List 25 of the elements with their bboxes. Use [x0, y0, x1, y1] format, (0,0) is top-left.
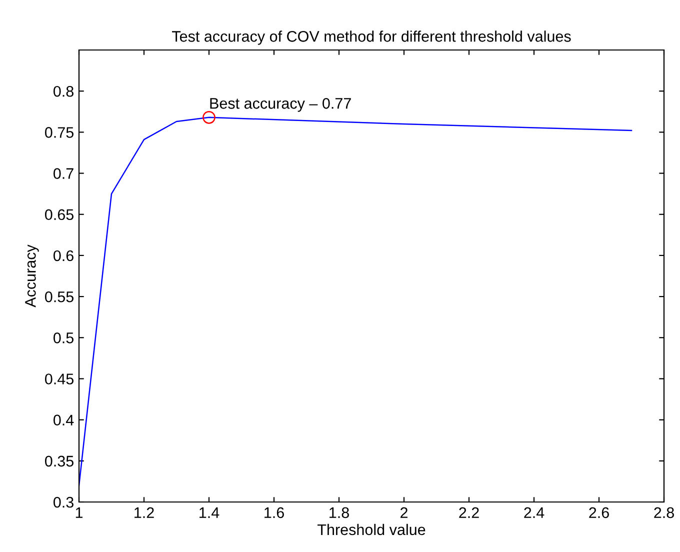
y-tick-label: 0.8 — [54, 86, 74, 97]
y-tick-label: 0.5 — [54, 332, 74, 344]
chart-title: Test accuracy of COV method for different threshold values — [172, 30, 571, 45]
x-tick-label: 1.8 — [330, 507, 349, 518]
y-tick-label: 0.45 — [45, 374, 74, 384]
annotation: Best accuracy – 0.77 — [210, 98, 351, 112]
x-tick-label: 1 — [76, 507, 83, 518]
y-tick-label: 0.65 — [45, 209, 74, 220]
x-tick-label: 2.6 — [589, 507, 609, 518]
y-tick-label: 0.35 — [45, 456, 74, 467]
x-tick-label: 2.4 — [524, 507, 544, 518]
x-tick-label: 1.2 — [134, 507, 154, 518]
y-axis-title: Accuracy — [25, 244, 39, 308]
x-tick-label: 2.8 — [654, 507, 674, 518]
x-tick-label: 1.4 — [200, 507, 220, 518]
y-tick-label: 0.7 — [54, 168, 74, 179]
x-tick-label: 2.2 — [459, 507, 479, 518]
y-tick-label: 0.3 — [54, 496, 74, 508]
y-tick-label: 0.6 — [54, 250, 74, 262]
x-tick-label: 1.6 — [264, 507, 284, 518]
y-tick-label: 0.4 — [54, 414, 74, 426]
x-tick-label: 2 — [400, 507, 408, 518]
y-tick-label: 0.75 — [45, 127, 74, 138]
x-axis-title: Threshold value — [317, 524, 426, 536]
y-tick-label: 0.55 — [45, 291, 74, 302]
